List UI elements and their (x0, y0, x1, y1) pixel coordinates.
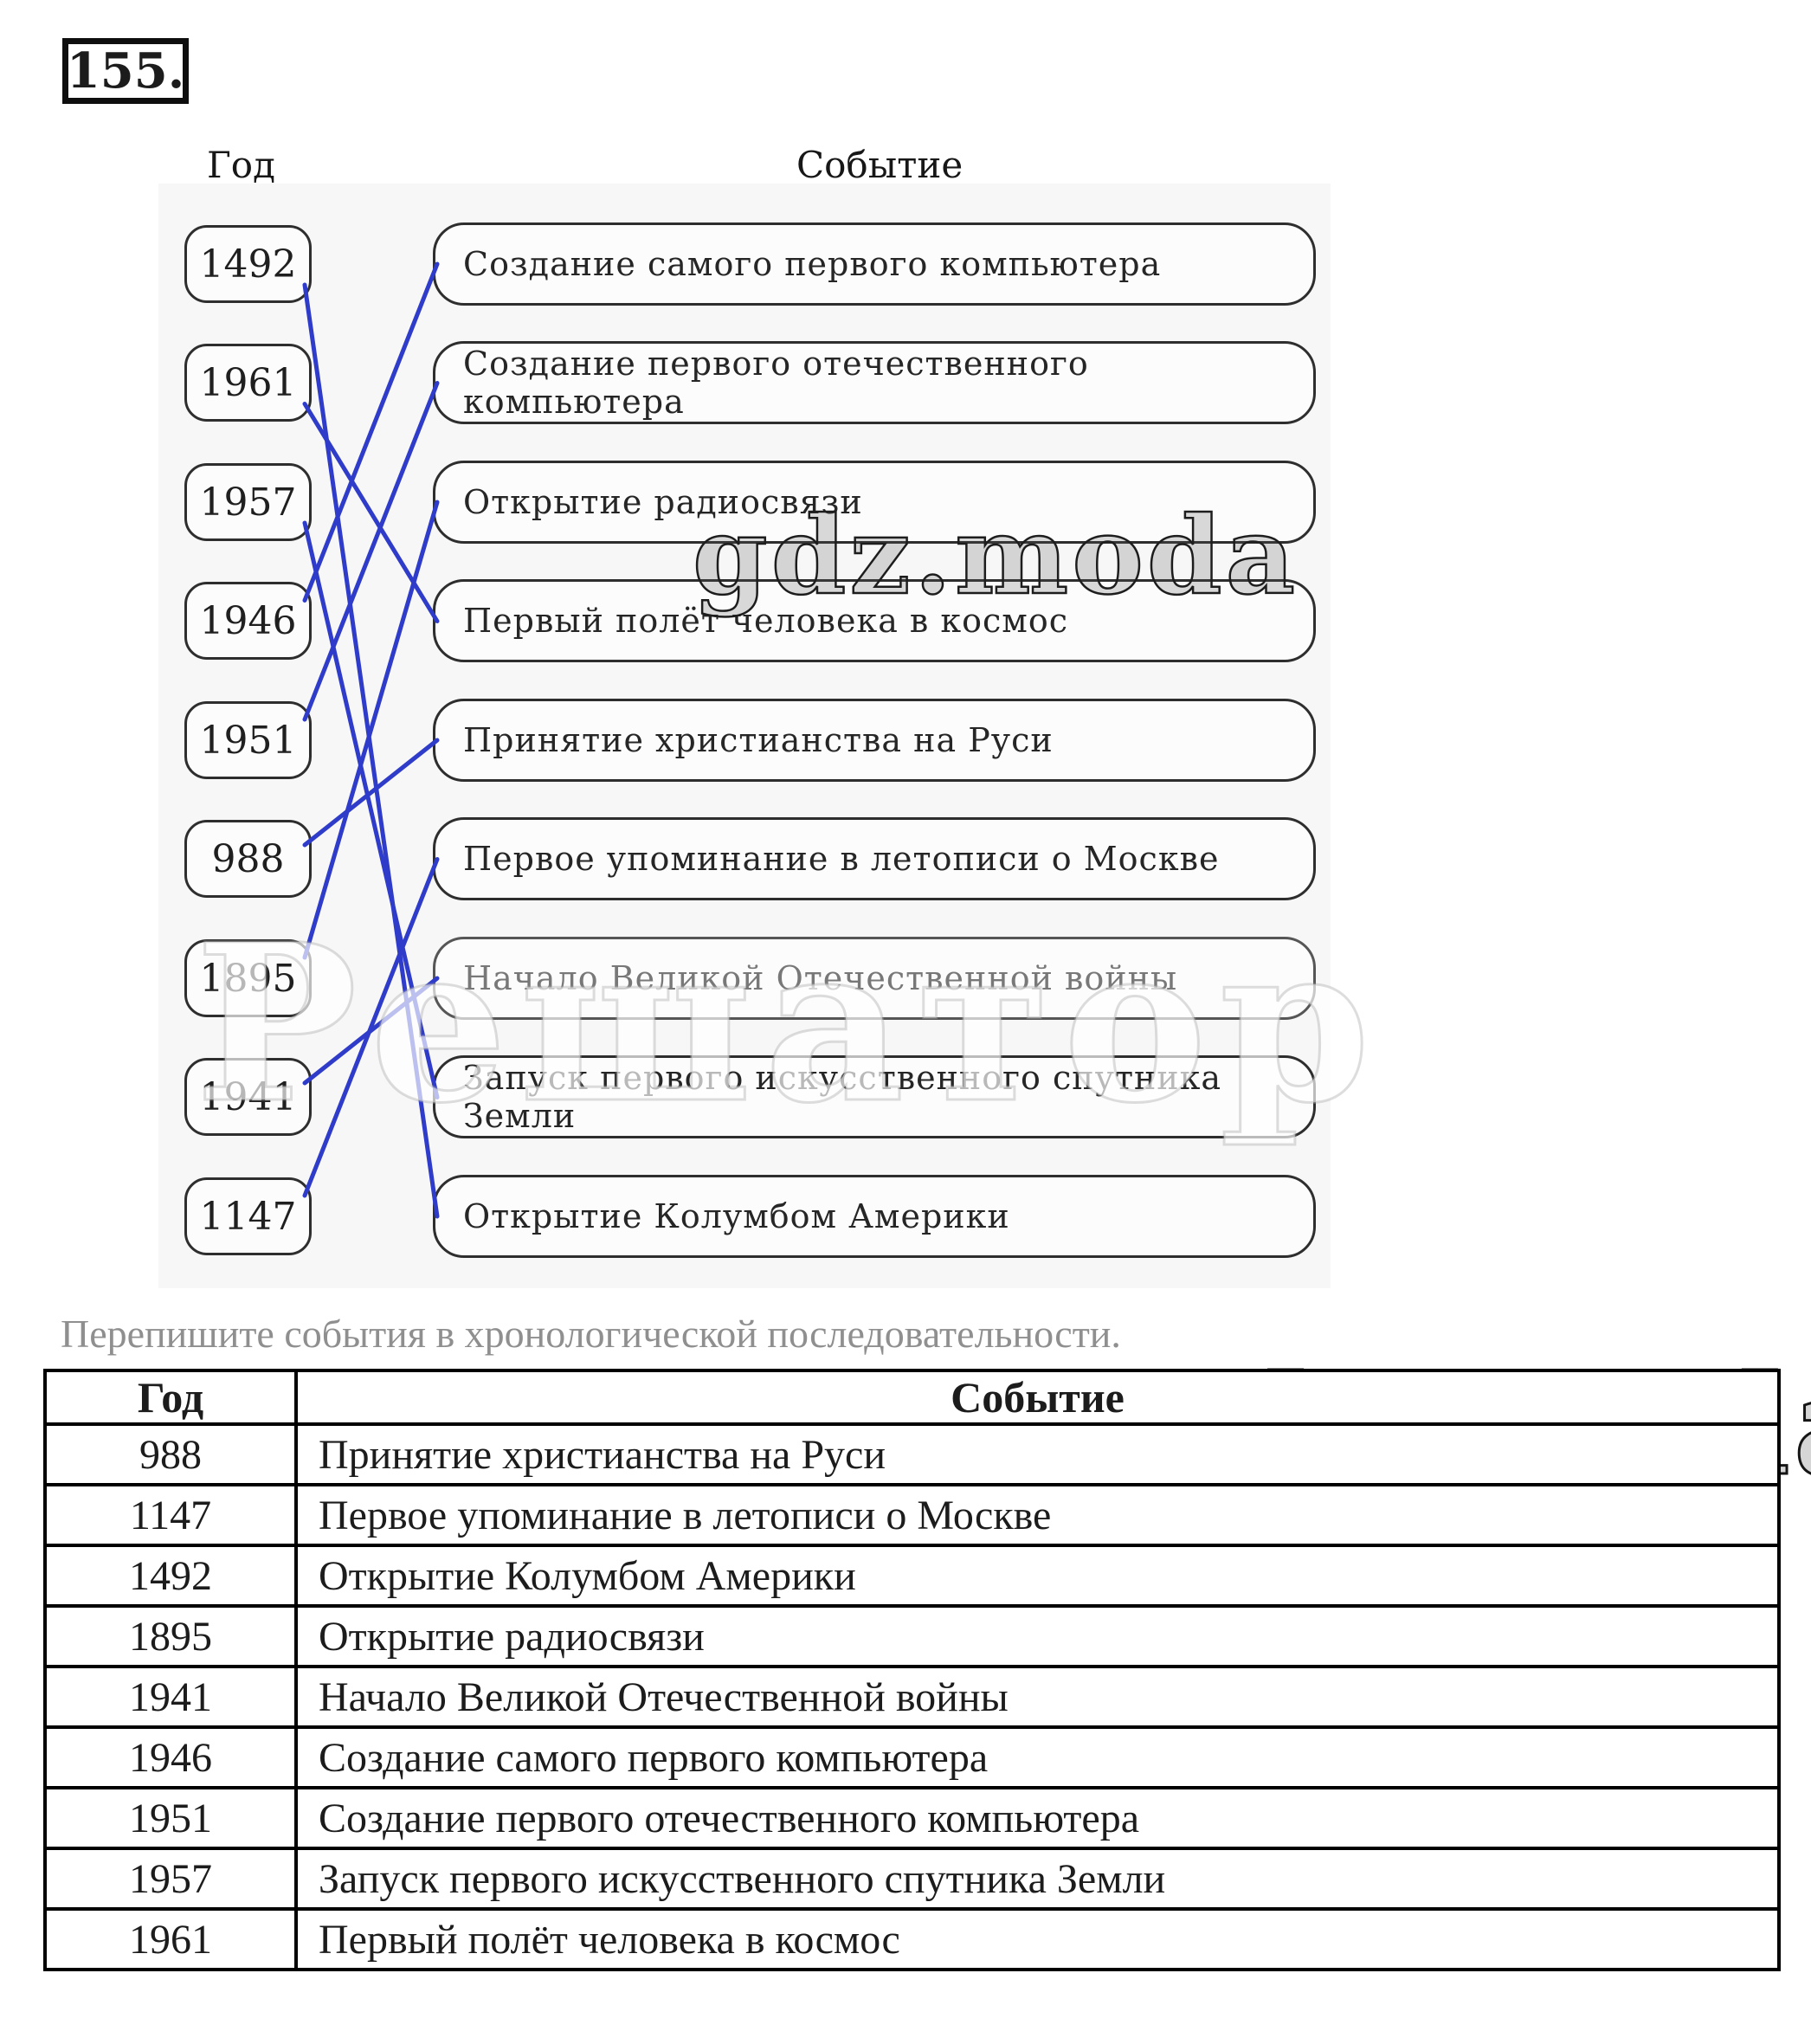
event-box-sputnik: Запуск первого искусственного спутника З… (433, 1055, 1316, 1138)
table-cell-year: 1895 (43, 1604, 298, 1668)
year-label: 1961 (199, 360, 297, 405)
event-label: Создание первого отечественного компьюте… (463, 345, 1089, 421)
year-label: 1492 (199, 242, 297, 287)
table-cell-event: Первый полёт человека в космос (294, 1907, 1781, 1971)
year-label: 1147 (199, 1194, 297, 1239)
event-label: Начало Великой Отечественной войны (463, 959, 1178, 997)
table-row: 1946 Создание самого первого компьютера (43, 1725, 1781, 1789)
event-label: Открытие радиосвязи (463, 483, 863, 521)
year-box-1961: 1961 (184, 344, 312, 422)
table-header-event: Событие (294, 1369, 1781, 1426)
table-cell-year: 1946 (43, 1725, 298, 1789)
event-box-first-domestic-computer: Создание первого отечественного компьюте… (433, 341, 1316, 424)
event-label: Первый полёт человека в космос (463, 602, 1069, 640)
year-label: 1951 (199, 718, 297, 763)
year-column-label: Год (207, 144, 275, 186)
table-row: 1895 Открытие радиосвязи (43, 1604, 1781, 1668)
year-box-1946: 1946 (184, 582, 312, 660)
table-cell-year: 1951 (43, 1786, 298, 1850)
year-box-988: 988 (184, 820, 312, 898)
event-label: Открытие Колумбом Америки (463, 1197, 1010, 1235)
table-cell-year: 1957 (43, 1847, 298, 1911)
problem-number-box: 155. (62, 38, 189, 104)
table-cell-event: Создание самого первого компьютера (294, 1725, 1781, 1789)
year-label: 1895 (199, 956, 297, 1001)
event-label: Запуск первого искусственного спутника З… (463, 1059, 1222, 1135)
year-box-1957: 1957 (184, 463, 312, 541)
year-box-1895: 1895 (184, 939, 312, 1017)
year-label: 1941 (199, 1074, 297, 1119)
table-cell-year: 1961 (43, 1907, 298, 1971)
year-box-1492: 1492 (184, 225, 312, 303)
year-box-1951: 1951 (184, 701, 312, 779)
table-row: 1492 Открытие Колумбом Америки (43, 1544, 1781, 1608)
year-box-1147: 1147 (184, 1177, 312, 1255)
table-row: 988 Принятие христианства на Руси (43, 1422, 1781, 1486)
table-cell-event: Первое упоминание в летописи о Москве (294, 1483, 1781, 1547)
table-header-row: Год Событие (43, 1369, 1781, 1426)
event-box-christianity: Принятие христианства на Руси (433, 699, 1316, 782)
year-label: 1957 (199, 480, 297, 525)
table-cell-year: 1941 (43, 1665, 298, 1729)
table-cell-year: 988 (43, 1422, 298, 1486)
event-box-radio: Открытие радиосвязи (433, 461, 1316, 544)
table-cell-event: Начало Великой Отечественной войны (294, 1665, 1781, 1729)
event-box-war-start: Начало Великой Отечественной войны (433, 937, 1316, 1020)
event-label: Создание самого первого компьютера (463, 245, 1162, 283)
year-label: 1946 (199, 598, 297, 643)
table-cell-event: Принятие христианства на Руси (294, 1422, 1781, 1486)
table-cell-event: Запуск первого искусственного спутника З… (294, 1847, 1781, 1911)
table-row: 1941 Начало Великой Отечественной войны (43, 1665, 1781, 1729)
table-row: 1951 Создание первого отечественного комп… (43, 1786, 1781, 1850)
instruction-text: Перепишите события в хронологической пос… (61, 1312, 1121, 1356)
table-row: 1147 Первое упоминание в летописи о Москв… (43, 1483, 1781, 1547)
table-cell-year: 1492 (43, 1544, 298, 1608)
year-label: 988 (211, 836, 285, 881)
table-cell-event: Создание первого отечественного компьюте… (294, 1786, 1781, 1850)
event-label: Первое упоминание в летописи о Москве (463, 840, 1220, 878)
table-cell-event: Открытие радиосвязи (294, 1604, 1781, 1668)
event-label: Принятие христианства на Руси (463, 721, 1054, 759)
problem-number: 155. (66, 42, 185, 100)
table-row: 1957 Запуск первого искусственного спутни… (43, 1847, 1781, 1911)
table-cell-year: 1147 (43, 1483, 298, 1547)
answer-table: Год Событие 988 Принятие христианства на … (43, 1369, 1781, 1971)
event-box-columbus: Открытие Колумбом Америки (433, 1175, 1316, 1258)
table-row: 1961 Первый полёт человека в космос (43, 1907, 1781, 1971)
event-column-label: Событие (796, 144, 964, 186)
table-header-year: Год (43, 1369, 298, 1426)
event-box-first-computer: Создание самого первого компьютера (433, 222, 1316, 306)
table-cell-event: Открытие Колумбом Америки (294, 1544, 1781, 1608)
event-box-moscow-chronicle: Первое упоминание в летописи о Москве (433, 817, 1316, 900)
year-box-1941: 1941 (184, 1058, 312, 1136)
event-box-space-flight: Первый полёт человека в космос (433, 579, 1316, 662)
